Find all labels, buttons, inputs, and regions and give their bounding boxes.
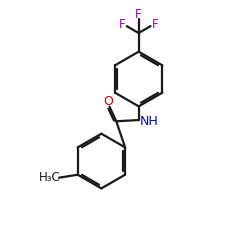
Text: H₃C: H₃C [39,171,60,184]
Text: O: O [103,95,113,108]
Text: F: F [119,18,126,32]
Text: F: F [135,8,142,21]
Text: NH: NH [140,115,158,128]
Text: F: F [152,18,158,32]
